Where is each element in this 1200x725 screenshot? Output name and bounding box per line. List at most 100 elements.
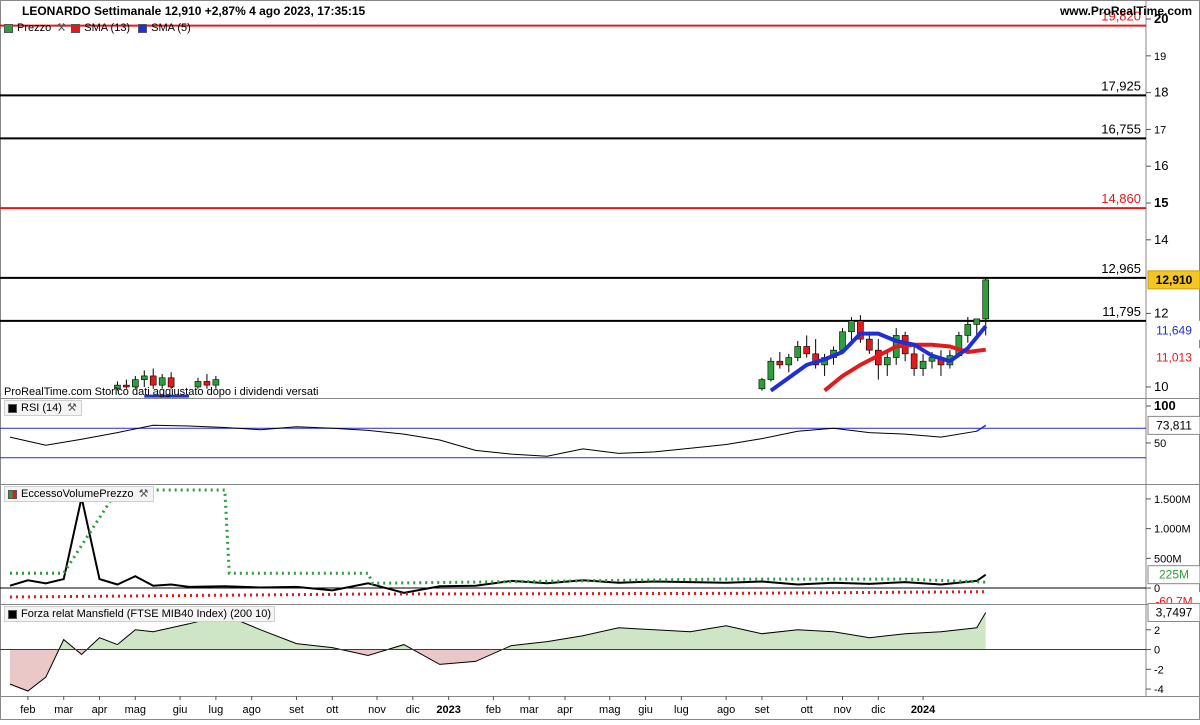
candle-body [158,377,166,386]
watermark-text: ProRealTime.com Storico dati aggiustato … [4,386,319,398]
x-tick-label: ott [801,704,813,716]
y-tick-label: 0 [1154,645,1160,657]
candle-body [883,357,891,366]
y-tick-label: 1.500M [1154,494,1191,506]
candle-body [149,375,157,386]
site-link[interactable]: www.ProRealTime.com [1059,4,1192,18]
rsi-label: RSI (14) [21,402,62,414]
sma13-line [823,342,986,393]
candle-body [857,320,864,340]
candle-body [785,357,793,366]
candle-body [776,360,784,366]
y-tick-label: 100 [1154,398,1176,413]
y-tick-label: 10 [1154,379,1168,394]
candle-body [803,346,810,355]
y-tick-label: 18 [1154,85,1168,100]
rsi-line-tail [976,424,987,432]
sma13-value-label: 11,013 [1156,351,1192,365]
candle-body [794,346,802,358]
mansfield-value-label-bg [1147,602,1200,622]
ecc-line [9,497,987,594]
legend-sma13-label: SMA (13) [84,22,131,34]
rsi-legend[interactable]: RSI (14) ⚒ [4,400,82,416]
level-label: 12,965 [1101,261,1141,276]
ecc-upper-band [10,488,986,585]
candle-body [212,379,220,386]
x-tick-label: ago [717,704,735,716]
candle-body [848,320,855,333]
x-tick-label: mag [599,704,620,716]
wrench-icon[interactable]: ⚒ [67,402,77,414]
y-tick-label: 14 [1154,232,1168,247]
candle-body [866,338,873,351]
y-tick-label: 17 [1154,124,1166,136]
rsi-value-label: 73,811 [1156,418,1192,432]
x-tick-label: 2024 [911,704,936,716]
last-price-badge: 12,910 [1156,273,1193,287]
mansfield-value-label: 3,7497 [1156,605,1193,619]
x-tick-label: mar [520,704,539,716]
sma5-swatch-icon [138,23,148,33]
x-tick-label: dic [406,704,421,716]
x-tick-label: ott [326,704,338,716]
eccesso-legend[interactable]: EccessoVolumePrezzo ⚒ [4,486,154,502]
x-tick-label: feb [486,704,501,716]
candle-body [194,381,202,388]
candle-body [203,381,211,386]
mansfield-swatch-icon [8,609,17,619]
sma13-swatch-icon [71,23,81,33]
x-tick-label: 2023 [436,704,460,716]
y-tick-label: 500M [1154,553,1182,565]
ecc-value-label-bg [1147,565,1200,585]
mansfield-legend[interactable]: Forza relat Mansfield (FTSE MIB40 Index)… [4,606,276,622]
level-label: 16,755 [1101,121,1141,136]
candle-body [982,279,990,320]
ecc-value-label: 225M [1159,568,1189,582]
candle-body [123,384,130,388]
x-tick-label: nov [834,704,852,716]
eccesso-swatch-icon [8,489,17,499]
x-tick-label: nov [368,704,386,716]
x-tick-label: lug [674,704,689,716]
candle-body [973,318,981,325]
x-tick-label: dic [871,704,886,716]
level-label: 11,795 [1102,304,1141,319]
candle-body [758,379,766,390]
x-tick-label: mar [54,704,73,716]
y-tick-label: 16 [1154,158,1168,173]
chart-title: LEONARDO Settimanale 12,910 +2,87% 4 ago… [22,4,366,18]
sma5-line [769,325,988,393]
candle-body [167,377,175,388]
x-tick-label: set [289,704,304,716]
x-tick-label: ago [243,704,261,716]
x-tick-label: giu [173,704,188,716]
candle-body [132,379,139,388]
x-tick-label: set [755,704,770,716]
y-tick-label: 19 [1154,51,1166,63]
rsi-swatch-icon [8,403,17,413]
y-tick-label: 15 [1154,195,1168,210]
mansfield-label: Forza relat Mansfield (FTSE MIB40 Index)… [21,608,272,620]
sma13-value-label-bg [1147,348,1200,368]
x-tick-label: giu [638,704,653,716]
y-tick-label: 2 [1154,625,1160,637]
candle-body [114,384,121,390]
level-label: 19,820 [1101,9,1141,24]
candle-body [767,360,775,380]
wrench-icon[interactable]: ⚒ [56,22,67,34]
x-tick-label: feb [20,704,35,716]
legend-sma5-label: SMA (5) [151,22,191,34]
eccesso-label: EccessoVolumePrezzo [21,488,134,500]
y-tick-label: -2 [1154,664,1164,676]
wrench-icon[interactable]: ⚒ [138,488,149,500]
rsi-line [9,424,986,457]
y-tick-label: 20 [1154,11,1168,26]
level-label: 14,860 [1101,191,1141,206]
sma5-value-label-bg [1147,320,1200,340]
price-legend[interactable]: Prezzo ⚒ SMA (13) SMA (5) [4,22,191,34]
y-tick-label: 12 [1154,305,1168,320]
x-tick-label: apr [557,704,573,716]
y-tick-label: 0 [1154,583,1160,595]
mansfield-area-negative [10,649,503,691]
